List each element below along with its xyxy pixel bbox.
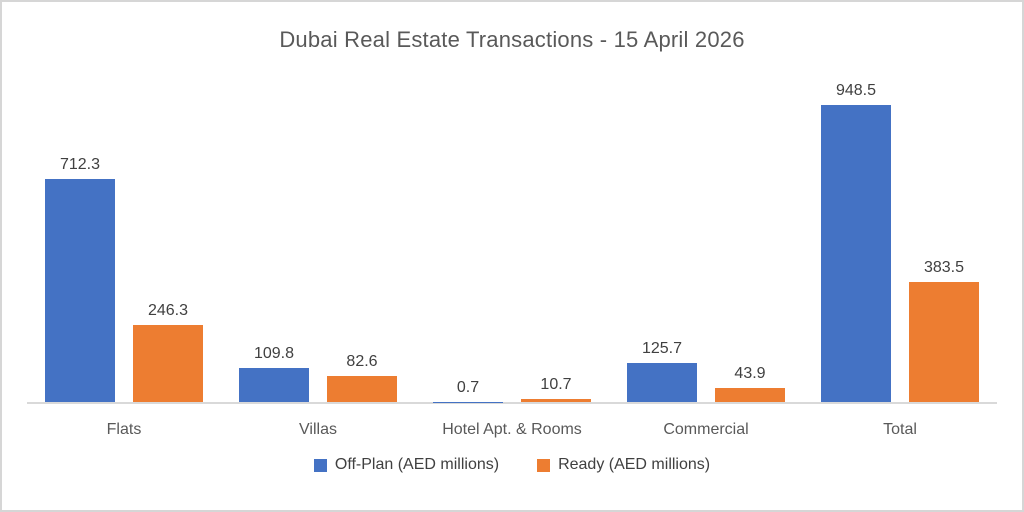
bar-wrap: 10.7 [521, 72, 591, 402]
bar-value-label: 948.5 [835, 82, 877, 99]
bar-wrap: 246.3 [133, 72, 203, 402]
legend-swatch-icon [313, 458, 327, 472]
bar [327, 376, 397, 402]
category-label: Commercial [663, 421, 749, 438]
bar-wrap: 712.3 [45, 72, 115, 402]
bar-value-label: 43.9 [734, 365, 766, 383]
category-label: Villas [299, 421, 337, 438]
bar-group: 948.5 383.5 [803, 72, 997, 402]
chart-title: Dubai Real Estate Transactions - 15 Apri… [279, 27, 745, 52]
bar [521, 398, 591, 402]
category-axis: Flats Villas Hotel Apt. & Rooms Commercial T… [27, 420, 997, 440]
bar [239, 367, 309, 402]
bar [715, 388, 785, 402]
bar [45, 178, 115, 402]
x-axis-line [27, 402, 997, 404]
bar-wrap: 0.7 [433, 72, 503, 402]
category-label: Flats [106, 421, 142, 438]
bar-value-label: 383.5 [923, 258, 965, 276]
bar-group: 109.8 82.6 [221, 72, 415, 402]
legend-label: Off-Plan (AED millions) [334, 456, 500, 473]
bar-group: 0.7 10.7 [415, 72, 609, 402]
legend-swatch-icon [537, 458, 551, 472]
bar-value-label: 10.7 [540, 375, 572, 393]
bar-wrap: 383.5 [909, 72, 979, 402]
bar [133, 324, 203, 402]
bar [821, 105, 891, 402]
bar-wrap: 948.5 [821, 72, 891, 402]
bar-value-label: 109.8 [253, 344, 295, 362]
bar-wrap: 109.8 [239, 72, 309, 402]
bar-wrap: 82.6 [327, 72, 397, 402]
bar-value-label: 0.7 [456, 378, 480, 396]
bar-group: 712.3 246.3 [27, 72, 221, 402]
bar-value-label: 712.3 [59, 155, 101, 173]
legend-label: Ready (AED millions) [558, 456, 711, 473]
plot-area: 712.3 246.3 109.8 82.6 0.7 10.7 125.7 43.9 948.5… [27, 72, 997, 402]
bar-wrap: 43.9 [715, 72, 785, 402]
bar-group: 125.7 43.9 [609, 72, 803, 402]
bar-value-label: 82.6 [346, 353, 378, 371]
bar-value-label: 246.3 [147, 301, 189, 319]
category-label: Hotel Apt. & Rooms [442, 421, 582, 438]
category-label: Total [883, 421, 917, 438]
bar [627, 362, 697, 402]
bar-value-label: 125.7 [641, 339, 683, 357]
bar [909, 281, 979, 402]
legend-entry: Off-Plan (AED millions) [313, 456, 500, 474]
legend: Off-Plan (AED millions) Ready (AED millio… [2, 456, 1022, 474]
legend-entry: Ready (AED millions) [537, 456, 710, 474]
bar-wrap: 125.7 [627, 72, 697, 402]
